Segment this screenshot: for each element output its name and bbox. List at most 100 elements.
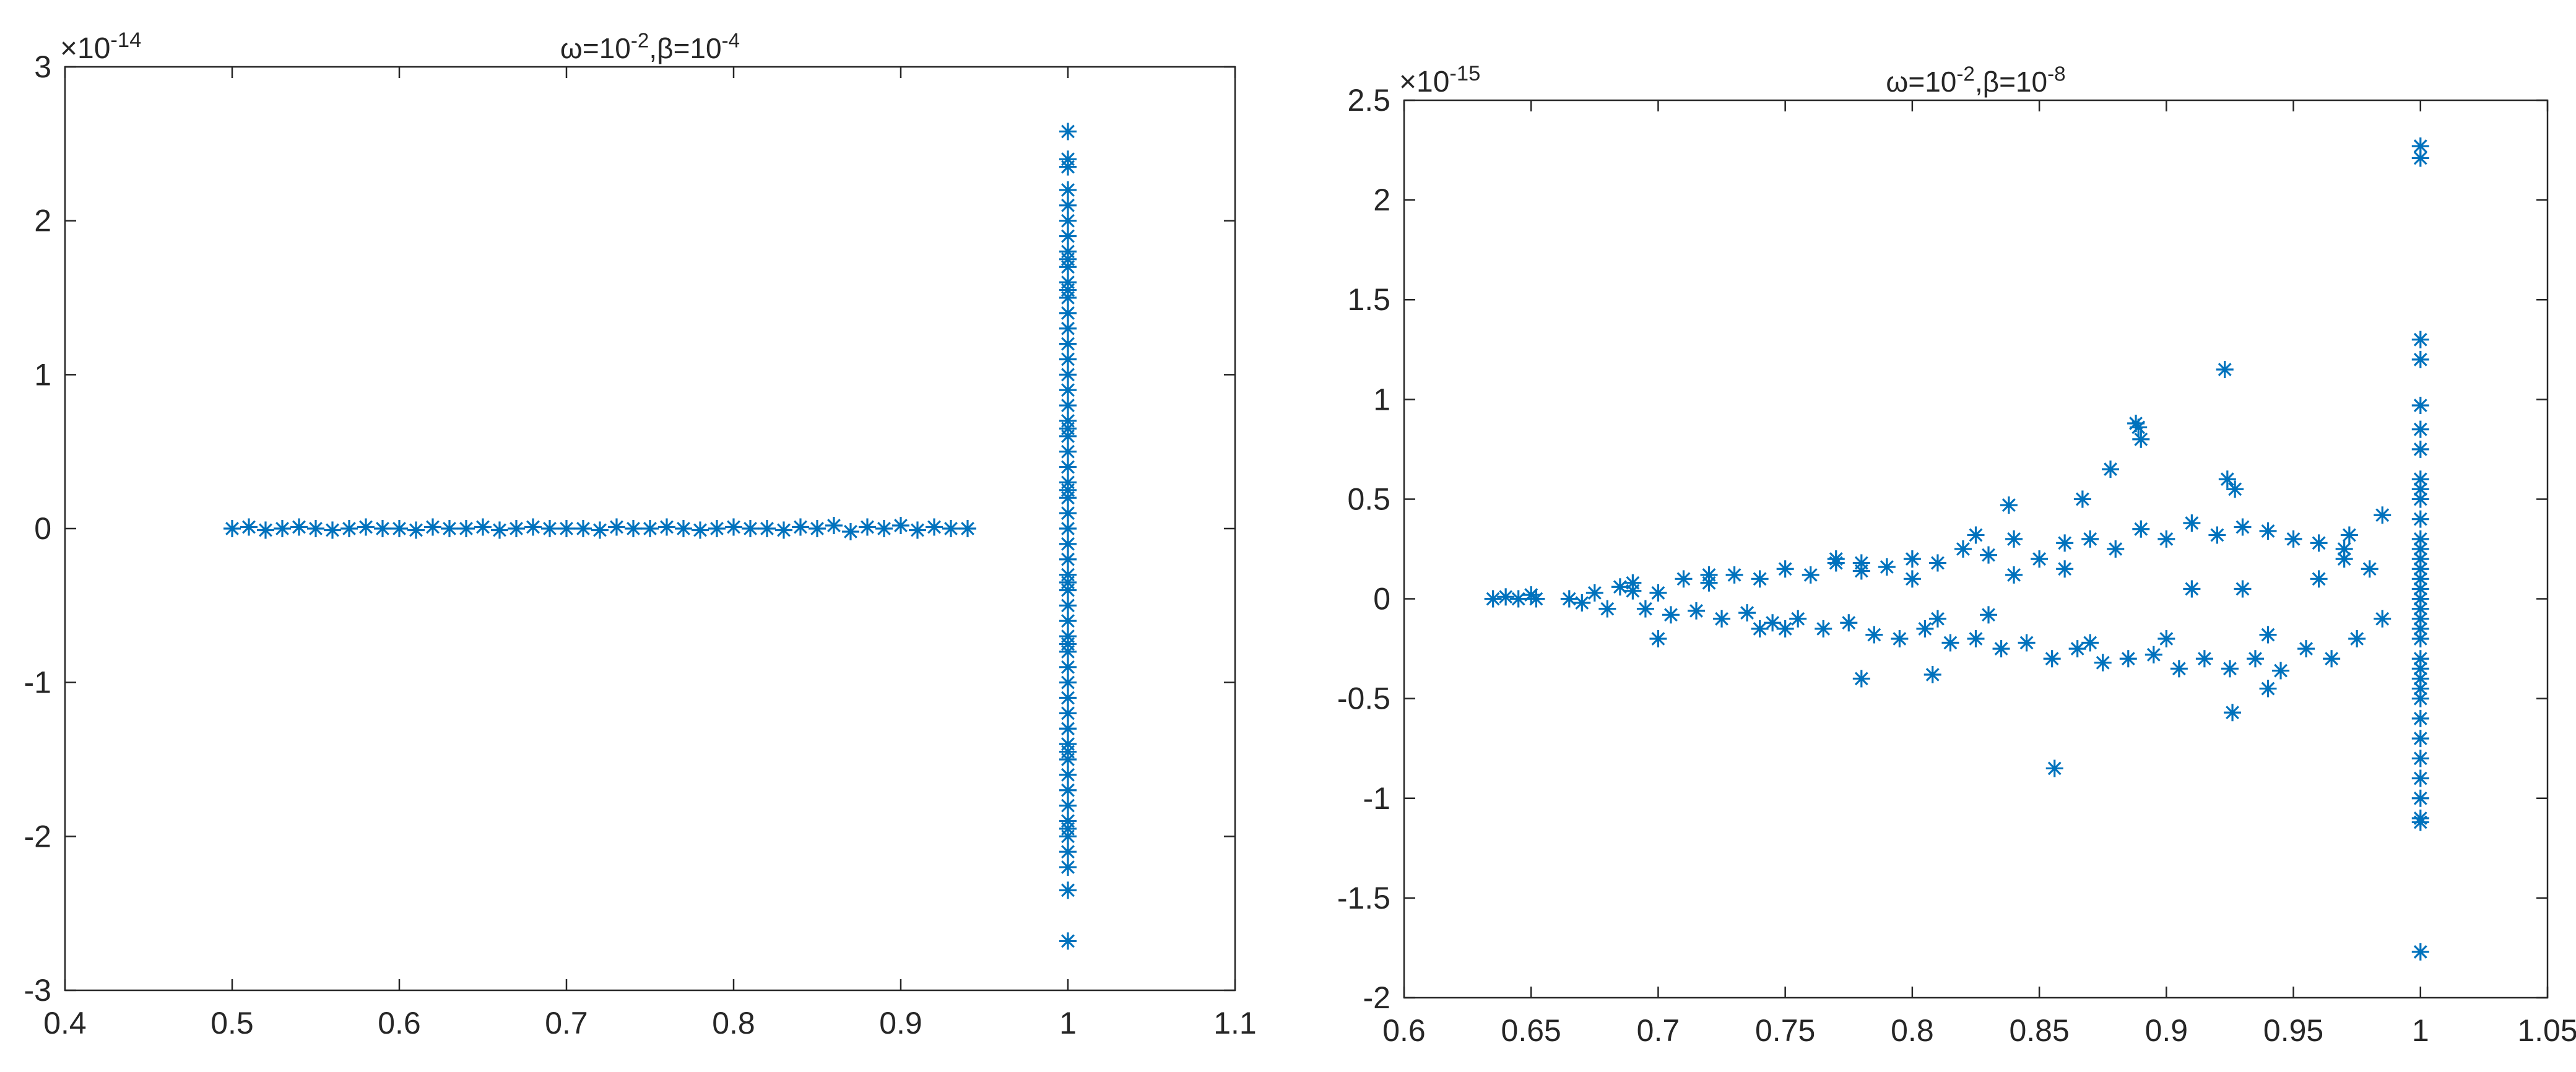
- x-tick-label: 0.6: [1382, 1013, 1426, 1048]
- data-point: [2132, 520, 2150, 538]
- data-point: [2158, 530, 2175, 548]
- data-point: [2094, 654, 2112, 672]
- data-series: [223, 123, 1077, 950]
- data-point: [1827, 550, 1845, 568]
- x-tick-label: 0.7: [1637, 1013, 1680, 1048]
- data-point: [1527, 590, 1545, 608]
- data-point: [2411, 630, 2429, 647]
- data-point: [2411, 570, 2429, 588]
- data-point: [892, 517, 909, 535]
- data-point: [541, 520, 558, 537]
- data-point: [2411, 943, 2429, 961]
- data-point: [1751, 570, 1769, 588]
- data-point: [2411, 650, 2429, 668]
- chart-title: ω=10-2,β=10-4: [560, 30, 740, 64]
- data-point: [2411, 813, 2429, 831]
- data-point: [2411, 480, 2429, 498]
- data-point: [2411, 689, 2429, 707]
- data-point: [2018, 634, 2036, 652]
- data-point: [1903, 570, 1921, 588]
- y-tick-label: -3: [24, 973, 51, 1008]
- data-point: [1059, 381, 1077, 399]
- data-point: [742, 520, 759, 537]
- y-axis-multiplier: ×10-14: [60, 28, 141, 65]
- data-point: [324, 521, 341, 539]
- data-point: [1725, 566, 1743, 584]
- x-tick-label: 0.65: [1501, 1013, 1561, 1048]
- data-point: [2361, 560, 2379, 578]
- data-point: [1916, 620, 1934, 638]
- data-point: [2045, 759, 2063, 777]
- y-tick-label: 1.5: [1347, 282, 1390, 317]
- data-point: [1840, 614, 1858, 632]
- data-point: [290, 518, 308, 536]
- data-point: [2411, 789, 2429, 807]
- data-point: [1059, 689, 1077, 707]
- y-tick-label: 3: [34, 50, 51, 84]
- data-point: [307, 520, 324, 537]
- data-point: [1059, 635, 1077, 653]
- data-point: [1923, 666, 1941, 683]
- x-tick-label: 0.8: [712, 1006, 755, 1040]
- data-point: [2216, 361, 2234, 378]
- data-point: [2411, 610, 2429, 628]
- data-point: [2102, 460, 2120, 478]
- data-point: [1636, 600, 1654, 618]
- data-point: [1509, 590, 1527, 608]
- left-scatter-panel: 0.4 0.5 0.6 0.7 0.8 0.9 1 1.1 -3 -2 -1 0 1 2 3 ×10-14 ω=…: [24, 28, 1257, 1040]
- data-point: [1878, 558, 1896, 576]
- data-point: [1789, 610, 1807, 628]
- data-point: [1059, 858, 1077, 876]
- data-point: [1059, 481, 1077, 499]
- y-tick-label: -2: [1363, 980, 1390, 1015]
- data-point: [491, 521, 508, 539]
- x-tick-label: 0.6: [378, 1006, 421, 1040]
- data-point: [575, 520, 592, 537]
- data-point: [2335, 540, 2353, 558]
- data-point: [1059, 350, 1077, 368]
- data-point: [474, 518, 492, 536]
- y-tick-label: 2: [1373, 183, 1390, 217]
- data-point: [2411, 440, 2429, 458]
- data-point: [1980, 606, 1998, 624]
- data-point: [524, 518, 542, 536]
- y-tick-label: 0: [34, 511, 51, 546]
- data-point: [2411, 660, 2429, 678]
- x-tick-label: 1.05: [2517, 1013, 2576, 1048]
- x-tick-label: 0.85: [2009, 1013, 2069, 1048]
- chart-title: ω=10-2,β=10-8: [1886, 63, 2065, 98]
- data-point: [1815, 620, 1832, 638]
- x-tick-label: 0.7: [545, 1006, 588, 1040]
- x-tick-label: 0.75: [1755, 1013, 1815, 1048]
- data-point: [2411, 420, 2429, 438]
- data-point: [340, 520, 358, 537]
- data-point: [2081, 530, 2099, 548]
- data-point: [1598, 600, 1616, 618]
- data-point: [1484, 590, 1502, 608]
- axes-box: [1403, 99, 2549, 999]
- data-point: [1573, 594, 1591, 612]
- data-point: [1852, 554, 1870, 572]
- y-tick-label: 2: [34, 204, 51, 238]
- data-point: [508, 520, 525, 537]
- data-point: [1059, 932, 1077, 950]
- y-tick-label: -0.5: [1337, 681, 1390, 716]
- data-point: [2259, 626, 2277, 644]
- data-point: [658, 518, 675, 536]
- data-point: [2234, 580, 2252, 598]
- data-point: [1649, 630, 1667, 647]
- data-point: [2411, 600, 2429, 618]
- data-point: [257, 521, 274, 539]
- right-scatter-panel: 0.6 0.65 0.7 0.75 0.8 0.85 0.9 0.95 1 1.05 -2 -1.5 -…: [1337, 62, 2576, 1048]
- data-point: [1059, 597, 1077, 615]
- data-point: [2411, 397, 2429, 414]
- y-tick-label: -2: [24, 819, 51, 854]
- y-tick-label: 0: [1373, 582, 1390, 616]
- data-point: [1992, 640, 2010, 658]
- data-point: [1967, 630, 1985, 647]
- data-point: [2411, 590, 2429, 608]
- data-point: [2411, 490, 2429, 508]
- y-tick-label: -1: [1363, 781, 1390, 816]
- data-point: [2310, 570, 2328, 588]
- data-point: [1059, 196, 1077, 214]
